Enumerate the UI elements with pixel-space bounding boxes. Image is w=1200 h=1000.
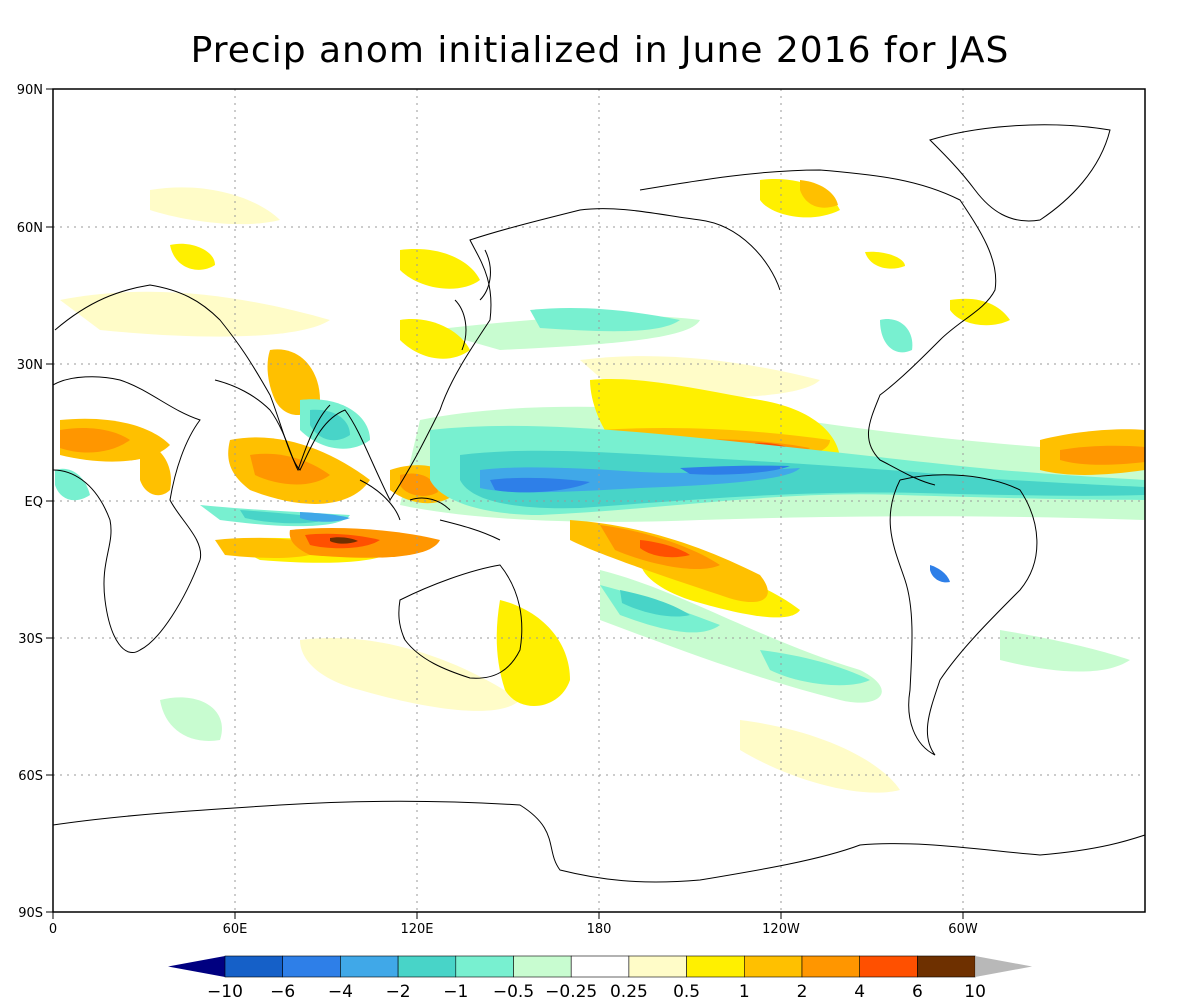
colorbar-swatch [455,955,514,978]
lat-label-30n: 30N [17,358,43,373]
lon-label-0: 0 [49,922,57,937]
lat-label-90n: 90N [17,83,43,98]
anomaly-field [55,179,1145,793]
coast-japan [454,249,491,351]
coast-india [214,379,331,472]
colorbar-label: −6 [270,982,295,1000]
colorbar-swatch [628,955,687,978]
lon-tick-labels: 0 60E 120E 180 120W 60W [49,922,978,937]
coast-south-america [889,474,1038,756]
colorbar-label: 0.5 [673,982,700,1000]
colorbar-label: 2 [797,982,808,1000]
colorbar-label: −0.5 [493,982,534,1000]
colorbar-swatch [859,955,918,978]
coast-australia [398,564,523,679]
lon-label-60e: 60E [223,922,248,937]
colorbar-low-arrow [168,956,225,977]
colorbar-swatch [224,955,284,978]
coast-north-america [639,169,997,486]
coastlines [53,124,1145,883]
colorbar-swatch [513,955,572,978]
colorbar-label: 10 [964,982,986,1000]
coast-eurasia [54,208,781,501]
lon-label-120e: 120E [400,922,433,937]
colorbar-label: −0.25 [545,982,597,1000]
colorbar-swatch [282,955,341,978]
lat-tick-labels: 90N 60N 30N EQ 30S 60S 90S [17,83,43,921]
colorbar-label: −10 [207,982,243,1000]
coast-antarctica [53,800,1145,883]
lat-label-30s: 30S [18,632,43,647]
colorbar-label: −2 [386,982,411,1000]
colorbar-swatch [801,955,861,978]
lon-label-180: 180 [587,922,612,937]
colorbar-swatch [743,955,803,978]
lat-label-60n: 60N [17,221,43,236]
lat-label-90s: 90S [18,906,43,921]
colorbar-swatch [570,955,630,978]
colorbar-swatch [686,955,745,978]
lon-label-60w: 60W [948,922,978,937]
colorbar-swatch [397,955,457,978]
map-title: Precip anom initialized in June 2016 for… [190,30,1010,71]
colorbar-swatch [917,955,976,978]
colorbar-label: 4 [854,982,865,1000]
colorbar-label: −1 [443,982,468,1000]
coast-africa [53,376,202,653]
colorbar-label: 6 [912,982,923,1000]
wet-mid-anomalies [240,409,1145,617]
dry-strong-anomalies [60,428,1145,570]
colorbar-label: 1 [739,982,750,1000]
lat-label-eq: EQ [25,495,43,510]
lat-lon-grid [53,89,1145,912]
lat-label-60s: 60S [18,769,43,784]
colorbar: −10 −6 −4 −2 −1 −0.5 −0.25 0.25 0.5 1 2 4 6 10 [168,955,1033,1000]
colorbar-label: 0.25 [610,982,648,1000]
coast-greenland [929,124,1111,222]
colorbar-swatch [340,955,399,978]
lon-label-120w: 120W [762,922,800,937]
tick-marks [46,88,964,919]
coast-indonesia [359,479,501,541]
colorbar-high-arrow [975,956,1033,977]
colorbar-label: −4 [328,982,353,1000]
